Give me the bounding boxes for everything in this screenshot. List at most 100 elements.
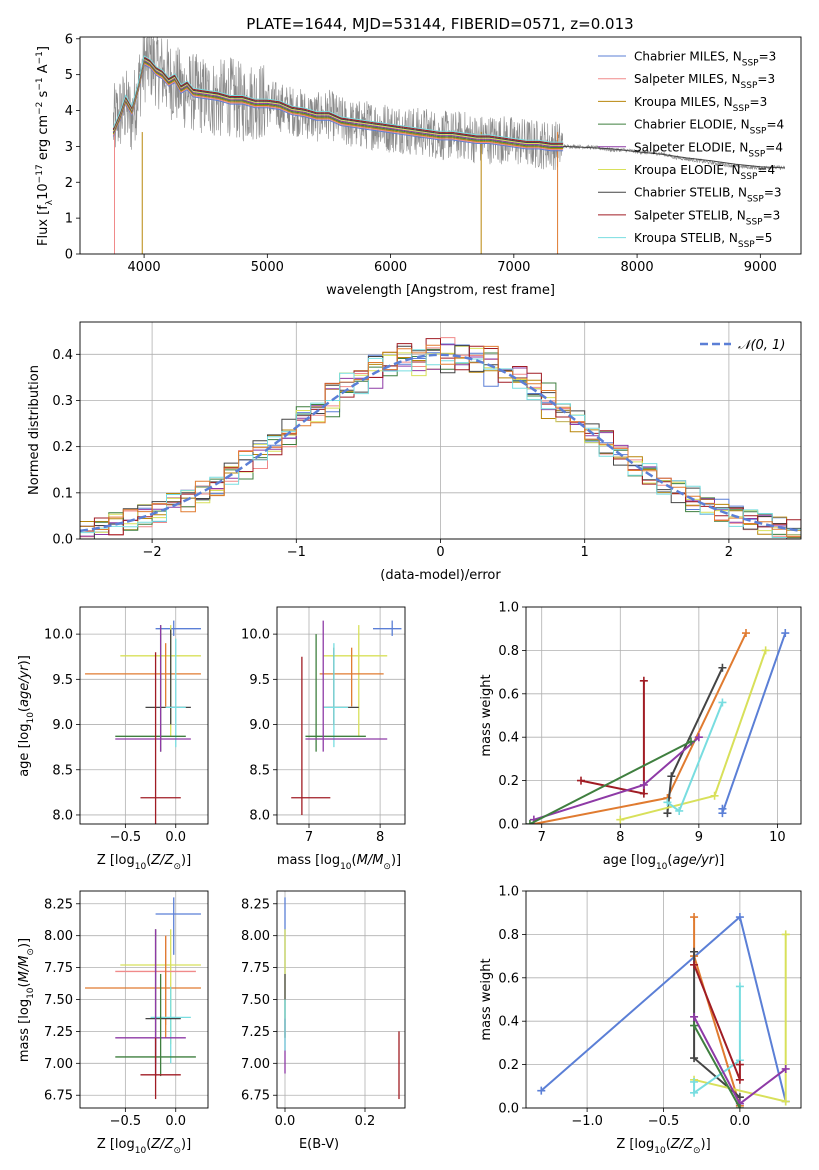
model-line-5: [112, 58, 564, 146]
weight-marker: [690, 1088, 699, 1097]
tick-label-y: 8.5: [52, 763, 73, 778]
y-axis-label-part: 10: [26, 712, 36, 724]
axes-frame: [276, 606, 406, 825]
weight-marker: [742, 629, 750, 638]
legend-label-part: =4: [765, 140, 783, 154]
tick-label-x: 0.0: [165, 1114, 186, 1129]
x-axis-label: Z [log10(Z/Z⊙)]: [616, 1137, 710, 1156]
tick-label-y: 8.25: [44, 897, 73, 912]
weight-marker: [781, 1064, 790, 1073]
tick-label-x: 8: [376, 830, 384, 845]
legend-label-part: Chabrier ELODIE, N: [634, 118, 750, 132]
legend-label: Kroupa ELODIE, NSSP=4: [634, 163, 775, 182]
grid: [277, 891, 405, 1108]
x-axis-label: Z [log10(Z/Z⊙)]: [97, 1137, 191, 1156]
x-axis-label-part: ⊙: [173, 1146, 181, 1156]
axes-frame: [79, 36, 802, 255]
x-axis-label-part: 10: [654, 1146, 666, 1156]
tick-label-y: 0.8: [498, 644, 519, 659]
ticks: −0.5 0.0 8.0 8.5 9.0 9.5 10.0: [44, 628, 186, 845]
figure-title: PLATE=1644, MJD=53144, FIBERID=0571, z=0…: [246, 15, 633, 33]
y-axis-label-part: −1: [35, 51, 45, 64]
tick-label-y: 0.4: [52, 348, 73, 363]
x-axis-label: Z [log10(Z/Z⊙)]: [97, 853, 191, 872]
x-axis-label-part: )]: [181, 1137, 191, 1152]
tick-label-y: 0.2: [52, 440, 73, 455]
tick-label-y: 0.3: [52, 394, 73, 409]
errorbar-plot-area: [85, 897, 201, 1100]
x-axis-label-part: Z/Z: [670, 1137, 694, 1152]
model-line-8: [112, 55, 564, 143]
errorbar-point-5: [305, 634, 366, 752]
errorbar-point-1: [323, 625, 388, 737]
x-axis-label-part: (: [352, 853, 357, 868]
weight-marker: [735, 1104, 744, 1108]
legend-label: Kroupa MILES, NSSP=3: [634, 95, 767, 114]
x-axis-label-part: (: [146, 1137, 151, 1152]
y-axis-label-part: age/yr: [17, 664, 32, 707]
y-axis-label-part: M/M: [17, 956, 32, 983]
x-axis-label: wavelength [Angstrom, rest frame]: [326, 283, 555, 298]
grid: [277, 607, 405, 824]
x-axis-label-part: Z [log: [616, 1137, 654, 1152]
errorbar-point-4: [150, 986, 191, 1064]
errorbar-point-0: [155, 897, 201, 955]
legend-label-part: =4: [766, 118, 784, 132]
grid: [80, 607, 208, 824]
tick-label-y: 7.25: [241, 1025, 270, 1040]
tick-label-x: −1.0: [571, 1114, 603, 1129]
weight-marker: [690, 1054, 699, 1063]
y-axis-label-part: erg cm: [36, 115, 51, 164]
weight-marker: [718, 698, 727, 707]
weight-marker: [694, 733, 703, 742]
errorbar-point-0: [373, 620, 402, 636]
errorbar-plot-area: [85, 620, 201, 824]
tick-label-y: 8.5: [249, 763, 270, 778]
model-line-3: [112, 60, 564, 148]
y-axis-label-part: s: [36, 90, 51, 101]
weight-line-7: [693, 1025, 741, 1108]
weight-marker: [577, 776, 585, 785]
errorbar-point-6: [115, 625, 191, 752]
tick-label-x: 2: [725, 545, 733, 560]
tick-label-x: 0.2: [355, 1114, 376, 1129]
weight-marker: [690, 960, 699, 969]
ticks: −2 −1 0 1 2 0.0 0.1 0.2 0.3 0.4: [52, 348, 733, 560]
weight-marker: [690, 1012, 699, 1021]
mass-vs-ebv-panel: 0.0 0.2 6.75 7.00 7.25 7.50 7.75 8.00 8.25 E(B-V): [241, 890, 406, 1152]
errorbar-point-3: [85, 935, 201, 1038]
legend-label-part: Salpeter STELIB, N: [634, 208, 746, 222]
legend-label: Salpeter MILES, NSSP=3: [634, 72, 775, 91]
tick-label-y: 10.0: [44, 628, 73, 643]
y-axis-label-part: (: [17, 982, 32, 987]
tick-label-x: −0.5: [110, 1114, 142, 1129]
tick-label-x: 9000: [744, 260, 777, 275]
weight-line-7: [529, 740, 692, 824]
weight-marker: [735, 1075, 744, 1084]
tick-label-y: 8.00: [241, 929, 270, 944]
tick-label-x: 7: [538, 830, 546, 845]
x-axis-label: mass [log10(M/M⊙)]: [277, 853, 401, 872]
tick-label-y: 7.00: [241, 1057, 270, 1072]
axes-frame: [276, 890, 406, 1109]
x-axis-label-part: (: [666, 1137, 671, 1152]
weight-line-0: [721, 632, 787, 814]
legend-label-part: SSP: [741, 81, 758, 91]
y-axis-label-part: −2: [35, 102, 45, 115]
tick-label-y: 3: [65, 140, 73, 155]
tick-label-y: 10.0: [241, 628, 270, 643]
x-axis-label-part: (: [667, 853, 672, 868]
x-axis-label: E(B-V): [299, 1137, 339, 1152]
y-axis-label-part: A: [36, 64, 51, 77]
axes-frame: [525, 606, 802, 825]
ticks: −0.5 0.0 6.75 7.00 7.25 7.50 7.75 8.00 8.25: [44, 897, 186, 1129]
legend-label-part: Salpeter ELODIE, N: [634, 140, 748, 154]
residuals-histogram-panel: −2 −1 0 1 2 0.0 0.1 0.2 0.3 0.4 (data-model)/error…: [27, 321, 802, 583]
tick-label-x: −2: [143, 545, 162, 560]
model-line-0: [112, 63, 564, 152]
tick-label-y: 0.6: [498, 687, 519, 702]
ticks: −1.0 −0.5 0.0 0.0 0.2 0.4 0.6 0.8 1.0: [498, 885, 750, 1130]
y-axis-label-part: −1: [35, 77, 45, 90]
weight-marker: [639, 676, 648, 685]
